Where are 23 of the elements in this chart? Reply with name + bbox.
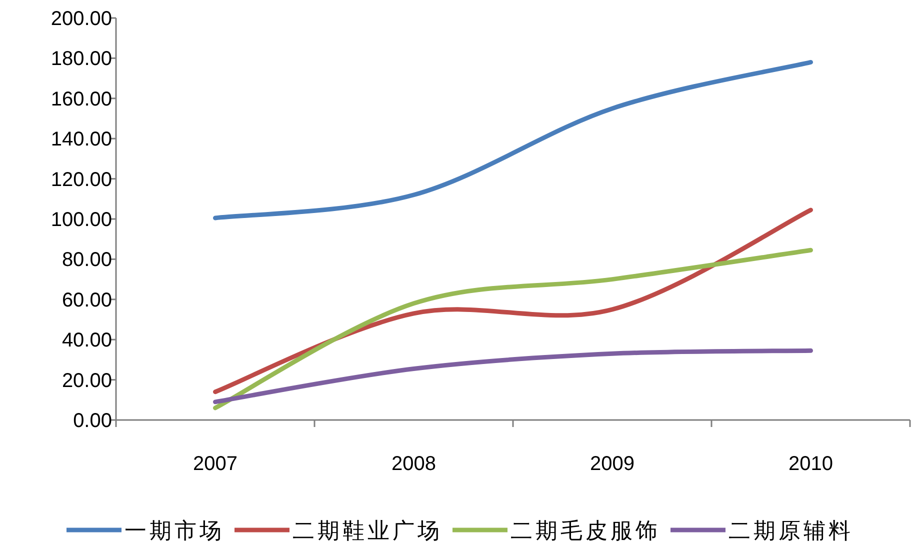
line-series xyxy=(213,348,813,404)
y-tick-label: 20.00 xyxy=(62,370,112,392)
y-tick-label: 60.00 xyxy=(62,289,112,312)
y-tick-label: 140.00 xyxy=(50,128,112,151)
y-tick-label: 0.00 xyxy=(73,410,112,432)
x-tick-label: 2009 xyxy=(590,453,634,475)
x-tick-label: 2010 xyxy=(788,453,833,475)
y-tick-label: 200.00 xyxy=(50,8,112,30)
line-series xyxy=(213,248,813,410)
legend-label: 一期市场 xyxy=(124,518,224,543)
legend-label: 二期毛皮服饰 xyxy=(510,518,660,543)
y-tick-label: 160.00 xyxy=(50,88,112,110)
y-tick-label: 80.00 xyxy=(62,249,112,272)
legend-label: 二期鞋业广场 xyxy=(292,518,442,543)
y-tick-label: 120.00 xyxy=(50,168,112,191)
y-tick-label: 40.00 xyxy=(62,330,112,352)
line-series xyxy=(213,60,813,220)
y-tick-label: 100.00 xyxy=(50,209,112,231)
y-tick-label: 180.00 xyxy=(50,48,112,70)
legend-label: 二期原辅料 xyxy=(728,518,854,543)
x-tick-label: 2007 xyxy=(193,453,238,475)
x-tick-label: 2008 xyxy=(392,453,436,475)
line-series xyxy=(213,208,813,394)
